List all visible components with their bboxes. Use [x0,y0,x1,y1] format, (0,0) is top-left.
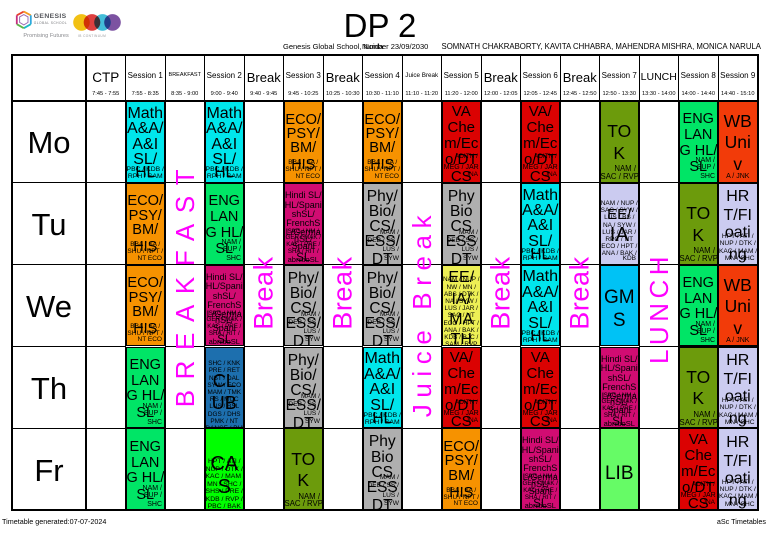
svg-text:Promising Futures: Promising Futures [23,33,69,39]
svg-text:IB CONTINUUM: IB CONTINUUM [78,34,106,38]
svg-text:GLOBAL SCHOOL: GLOBAL SCHOOL [34,21,67,25]
svg-text:GENESIS: GENESIS [34,13,67,20]
